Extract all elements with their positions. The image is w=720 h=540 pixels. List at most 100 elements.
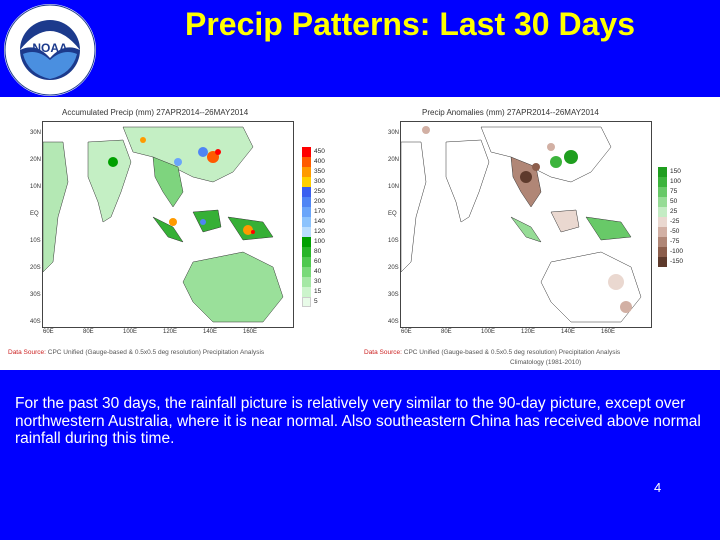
legend-level: 140: [314, 218, 325, 225]
lat-label: 10S: [388, 238, 399, 244]
legend-level: 50: [670, 198, 678, 205]
legend-level: 300: [314, 178, 325, 185]
lon-label: 80E: [83, 329, 94, 335]
legend-swatch: [302, 267, 311, 277]
legend-level: 75: [670, 188, 678, 195]
legend-level: -150: [670, 258, 684, 265]
climatology-note: Climatology (1981-2010): [510, 359, 582, 366]
legend-level: 80: [314, 248, 322, 255]
legend-level: 150: [670, 168, 681, 175]
legend-swatch: [658, 197, 667, 207]
logo-center-text: NOAA: [32, 41, 68, 55]
legend-swatch: [302, 167, 311, 177]
legend-swatch: [302, 287, 311, 297]
data-source-left: Data Source: CPC Unified (Gauge-based & …: [8, 349, 264, 356]
legend-swatch: [302, 157, 311, 167]
legend-swatch: [658, 217, 667, 227]
legend-level: -75: [670, 238, 680, 245]
legend-level: 100: [314, 238, 325, 245]
legend-swatch: [302, 237, 311, 247]
legend-level: 200: [314, 198, 325, 205]
lat-label: 30N: [30, 130, 42, 136]
legend-level: 100: [670, 178, 681, 185]
lon-label: 120E: [521, 329, 536, 335]
precip-anomaly-map: [400, 121, 652, 328]
legend-swatch: [658, 207, 667, 217]
anomaly-legend: 150 100 75 50 25 -25 -50 -75 -100 -150: [658, 167, 698, 277]
lon-label: 160E: [601, 329, 616, 335]
precip-figure: Accumulated Precip (mm) 27APR2014--26MAY…: [0, 97, 720, 370]
lon-label: 60E: [401, 329, 412, 335]
lon-label: 60E: [43, 329, 54, 335]
source-text: CPC Unified (Gauge-based & 0.5x0.5 deg r…: [47, 349, 265, 356]
legend-level: 5: [314, 298, 318, 305]
legend-swatch: [658, 247, 667, 257]
lon-label: 80E: [441, 329, 452, 335]
lat-label: EQ: [388, 211, 397, 217]
lat-label: 30S: [388, 292, 399, 298]
legend-swatch: [658, 257, 667, 267]
legend-swatch: [302, 247, 311, 257]
legend-level: 350: [314, 168, 325, 175]
lon-label: 140E: [203, 329, 218, 335]
legend-swatch: [302, 187, 311, 197]
lat-label: 10N: [30, 184, 42, 190]
legend-level: -100: [670, 248, 684, 255]
legend-swatch: [302, 177, 311, 187]
lat-label: 20S: [388, 265, 399, 271]
legend-swatch: [302, 227, 311, 237]
lat-label: 40S: [30, 319, 41, 325]
panel-title-anomalies: Precip Anomalies (mm) 27APR2014--26MAY20…: [422, 108, 599, 117]
legend-level: 25: [670, 208, 678, 215]
legend-swatch: [658, 167, 667, 177]
legend-level: -50: [670, 228, 680, 235]
legend-level: 60: [314, 258, 322, 265]
lon-label: 100E: [481, 329, 496, 335]
source-text: CPC Unified (Gauge-based & 0.5x0.5 deg r…: [403, 349, 621, 356]
legend-swatch: [302, 217, 311, 227]
legend-swatch: [658, 187, 667, 197]
source-key: Data Source:: [8, 349, 46, 356]
lon-label: 120E: [163, 329, 178, 335]
legend-level: 40: [314, 268, 322, 275]
lat-label: 30N: [388, 130, 400, 136]
data-source-right: Data Source: CPC Unified (Gauge-based & …: [364, 349, 620, 356]
legend-level: 30: [314, 278, 322, 285]
panel-title-accumulated: Accumulated Precip (mm) 27APR2014--26MAY…: [62, 108, 249, 117]
legend-level: 15: [314, 288, 322, 295]
lat-label: 10N: [388, 184, 400, 190]
legend-swatch: [302, 277, 311, 287]
legend-swatch: [302, 257, 311, 267]
page-number: 4: [654, 480, 662, 495]
legend-swatch: [302, 197, 311, 207]
lat-label: EQ: [30, 211, 39, 217]
source-key: Data Source:: [364, 349, 402, 356]
lon-label: 160E: [243, 329, 258, 335]
legend-level: 400: [314, 158, 325, 165]
lat-label: 20S: [30, 265, 41, 271]
slide-title: Precip Patterns: Last 30 Days: [185, 6, 635, 42]
legend-swatch: [302, 207, 311, 217]
lat-label: 30S: [30, 292, 41, 298]
legend-level: 120: [314, 228, 325, 235]
body-text: For the past 30 days, the rainfall pictu…: [15, 395, 701, 447]
lat-label: 40S: [388, 319, 399, 325]
legend-level: -25: [670, 218, 680, 225]
accumulated-precip-panel: Accumulated Precip (mm) 27APR2014--26MAY…: [0, 97, 355, 370]
precip-anomalies-panel: Precip Anomalies (mm) 27APR2014--26MAY20…: [360, 97, 720, 370]
lat-label: 10S: [30, 238, 41, 244]
legend-swatch: [302, 147, 311, 157]
legend-level: 450: [314, 148, 325, 155]
legend-swatch: [658, 237, 667, 247]
legend-level: 250: [314, 188, 325, 195]
legend-swatch: [658, 177, 667, 187]
lat-label: 20N: [30, 157, 42, 163]
lon-label: 100E: [123, 329, 138, 335]
accumulated-precip-map: [42, 121, 294, 328]
lat-label: 20N: [388, 157, 400, 163]
legend-swatch: [302, 297, 311, 307]
legend-swatch: [658, 227, 667, 237]
legend-level: 170: [314, 208, 325, 215]
lon-label: 140E: [561, 329, 576, 335]
noaa-logo: NOAA: [2, 2, 98, 98]
